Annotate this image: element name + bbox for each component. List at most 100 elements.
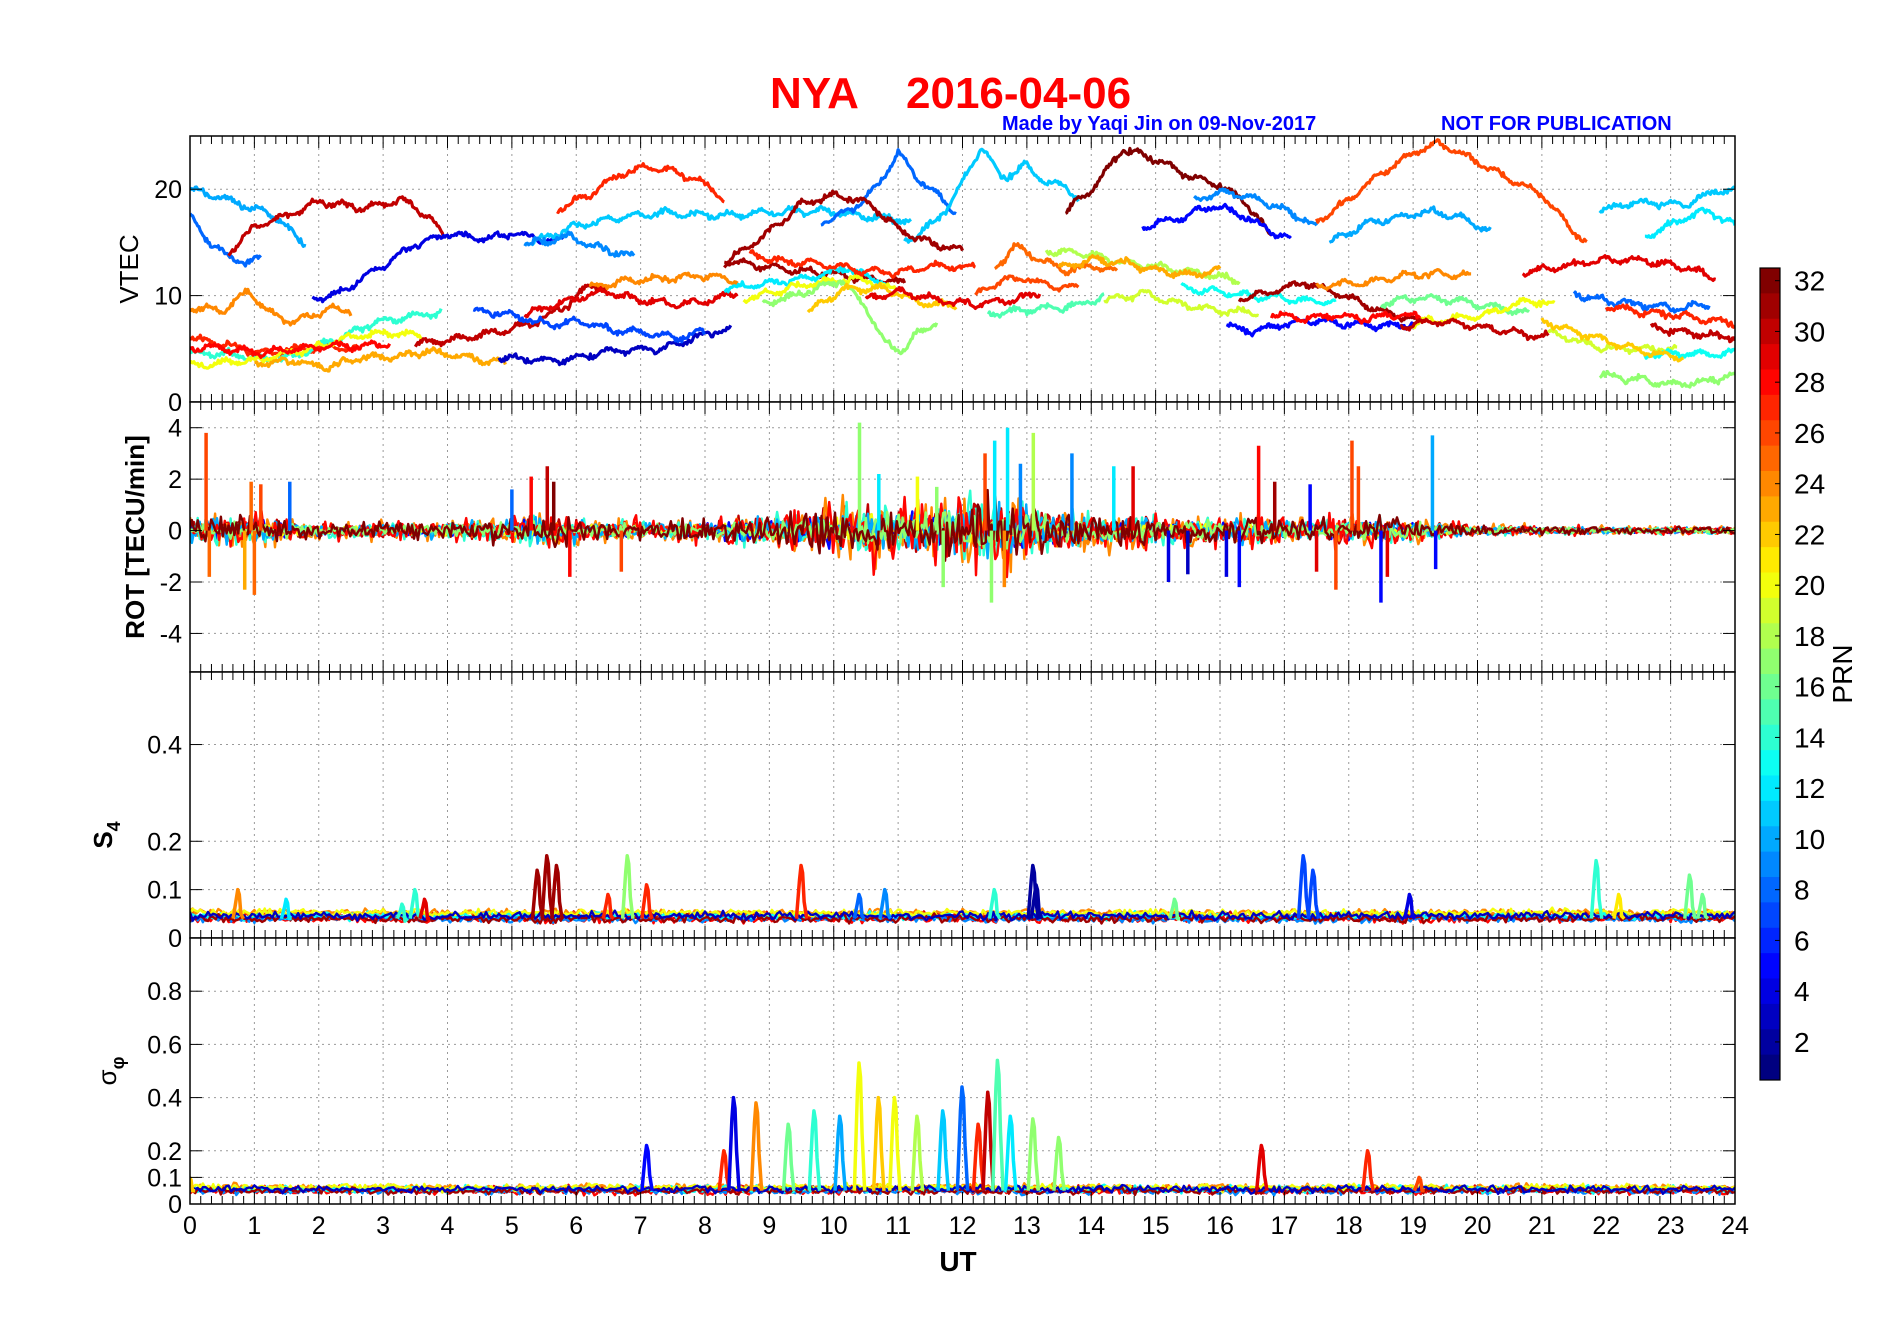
sigma_phi-peak-prn-17 xyxy=(1026,1117,1041,1191)
vtec-series-prn-11 xyxy=(903,147,1080,244)
panel-sigma_phi-ytick-label: 0.2 xyxy=(147,1138,182,1166)
colorbar-segment xyxy=(1760,293,1780,320)
sigma_phi-peak-prn-24 xyxy=(749,1101,764,1191)
vtec-series-prn-3 xyxy=(497,324,733,367)
panel-rot-data xyxy=(190,422,1735,603)
colorbar-tick-label: 18 xyxy=(1794,621,1825,652)
colorbar-segment xyxy=(1760,268,1780,294)
vtec-series-prn-5 xyxy=(1225,316,1415,338)
colorbar-segment xyxy=(1760,927,1780,954)
panel-rot-ytick-label: 2 xyxy=(168,466,182,494)
xtick-label: 3 xyxy=(376,1212,390,1240)
vtec-series-prn-22 xyxy=(806,281,958,314)
s4-peak-prn-12 xyxy=(279,897,292,921)
xtick-label: 10 xyxy=(820,1212,848,1240)
colorbar-tick-label: 2 xyxy=(1794,1027,1810,1058)
vtec-series-prn-28 xyxy=(1269,310,1427,325)
xtick-label: 9 xyxy=(762,1212,776,1240)
panel-sigma_phi-ytick-label: 0.4 xyxy=(147,1085,182,1113)
xtick-label: 23 xyxy=(1657,1212,1685,1240)
colorbar-segment xyxy=(1760,344,1780,370)
xtick-label: 4 xyxy=(441,1212,455,1240)
colorbar-tick-label: 28 xyxy=(1794,367,1825,398)
panel-s4-data xyxy=(190,854,1735,925)
vtec-series-prn-9 xyxy=(523,230,636,258)
xtick-label: 12 xyxy=(949,1212,977,1240)
sigma_phi-peak-prn-17 xyxy=(1052,1135,1066,1191)
vtec-series-prn-8 xyxy=(1572,290,1711,314)
s4-peak-prn-27 xyxy=(640,883,654,920)
colorbar-tick-label: 20 xyxy=(1794,570,1825,601)
vtec-series-prn-24 xyxy=(1315,268,1472,291)
xtick-label: 6 xyxy=(569,1212,583,1240)
s4-peak-prn-14 xyxy=(1589,858,1604,919)
colorbar-segment xyxy=(1760,597,1780,624)
panel-rot-ylabel: ROT [TECU/min] xyxy=(120,435,150,639)
xtick-label: 15 xyxy=(1142,1212,1170,1240)
colorbar-frame xyxy=(1759,267,1781,1081)
colorbar-segment xyxy=(1760,1054,1780,1081)
xtick-label: 2 xyxy=(312,1212,326,1240)
vtec-series-prn-22 xyxy=(1540,317,1685,363)
xtick-label: 16 xyxy=(1206,1212,1234,1240)
panel-s4-ytick-label: 0.2 xyxy=(147,828,182,856)
figure-station: NYA xyxy=(770,69,859,118)
vtec-series-prn-27 xyxy=(748,249,976,279)
vtec-series-prn-20 xyxy=(190,328,424,370)
vtec-series-prn-30 xyxy=(413,283,610,348)
s4-peak-prn-14 xyxy=(395,902,409,923)
colorbar-label: PRN xyxy=(1827,644,1858,703)
vtec-series-prn-23 xyxy=(1057,254,1222,280)
colorbar-segment xyxy=(1760,420,1780,447)
vtec-series-prn-30 xyxy=(1649,322,1735,344)
xtick-label: 8 xyxy=(698,1212,712,1240)
vtec-series-prn-27 xyxy=(556,162,725,214)
vtec-series-prn-9 xyxy=(1193,187,1318,227)
sigma_phi-trace-prn-3 xyxy=(190,1183,1735,1196)
vtec-series-prn-26 xyxy=(974,274,1080,296)
xtick-label: 11 xyxy=(885,1212,911,1240)
panel-s4: 0 0.1 0.2 0.4 S4 xyxy=(88,671,1736,953)
s4-peak-prn-21 xyxy=(1612,892,1626,920)
vtec-series-prn-10 xyxy=(1328,205,1492,244)
sigma_phi-peak-prn-30 xyxy=(981,1090,996,1191)
vtec-series-prn-12 xyxy=(1644,206,1735,239)
vtec-series-prn-28 xyxy=(190,339,392,359)
sigma_phi-peak-prn-11 xyxy=(936,1109,951,1191)
vtec-series-prn-13 xyxy=(1180,281,1337,307)
xtick-label: 13 xyxy=(1013,1212,1041,1240)
s4-peak-prn-27 xyxy=(794,863,809,919)
colorbar-tick-label: 8 xyxy=(1794,875,1810,906)
panel-rot-ytick-label: -2 xyxy=(160,569,182,597)
xtick-label: 7 xyxy=(634,1212,648,1240)
sigma_phi-peak-prn-5 xyxy=(640,1143,654,1191)
colorbar-segment xyxy=(1760,800,1780,827)
vtec-series-prn-27 xyxy=(1604,303,1735,329)
s4-peak-prn-4 xyxy=(1403,892,1417,920)
s4-peak-prn-14 xyxy=(987,887,1002,920)
panel-rot-ytick-label: 4 xyxy=(168,415,182,443)
colorbar-segment xyxy=(1760,318,1780,345)
xtick-label: 17 xyxy=(1270,1212,1298,1240)
panel-vtec-ylabel: VTEC xyxy=(114,234,144,303)
vtec-series-prn-13 xyxy=(1643,347,1735,360)
colorbar-segment xyxy=(1760,572,1780,599)
s4-peak-prn-2 xyxy=(1029,883,1044,920)
xtick-label: 18 xyxy=(1335,1212,1363,1240)
colorbar-segment xyxy=(1760,648,1780,675)
panel-vtec-data xyxy=(190,138,1735,389)
panel-vtec-ytick-label: 0 xyxy=(168,389,182,417)
colorbar-segment xyxy=(1760,978,1780,1005)
vtec-series-prn-11 xyxy=(1598,185,1735,214)
colorbar-tick-label: 4 xyxy=(1794,976,1810,1007)
panel-s4-ytick-label: 0 xyxy=(168,925,182,953)
panel-vtec: 0 10 20 VTEC xyxy=(114,135,1736,417)
colorbar-segment xyxy=(1760,369,1780,396)
vtec-series-prn-30 xyxy=(1399,317,1550,342)
colorbar-tick-label: 6 xyxy=(1794,925,1810,956)
colorbar-segment xyxy=(1760,699,1780,726)
vtec-series-prn-23 xyxy=(254,346,507,373)
sigma_phi-peak-prn-26 xyxy=(1412,1175,1425,1193)
